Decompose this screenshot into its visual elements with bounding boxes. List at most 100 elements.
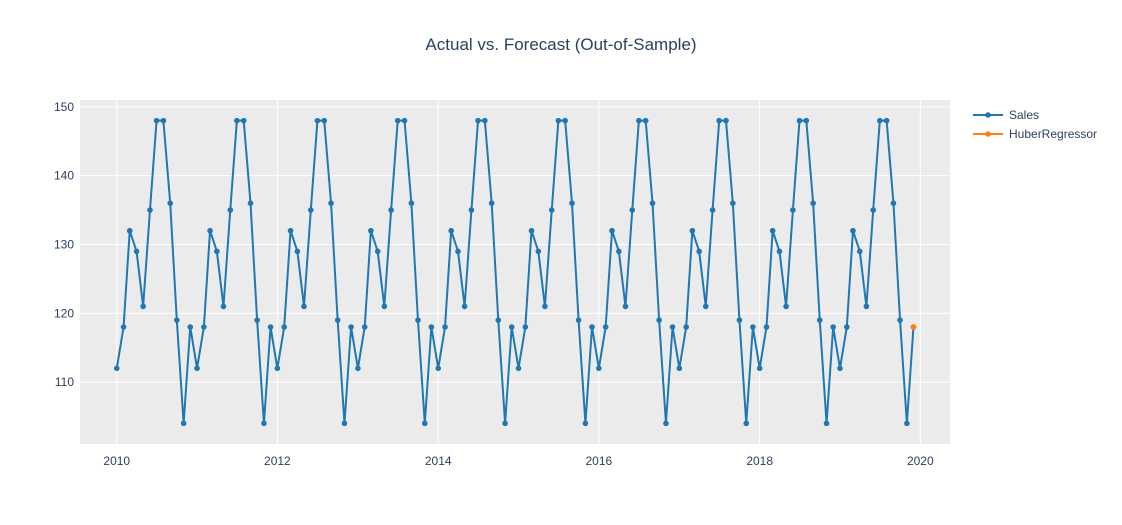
data-point[interactable] bbox=[709, 207, 716, 213]
data-point[interactable] bbox=[642, 117, 649, 124]
data-point[interactable] bbox=[783, 303, 789, 310]
data-point[interactable] bbox=[756, 365, 763, 372]
data-point[interactable] bbox=[663, 420, 669, 427]
data-point[interactable] bbox=[394, 117, 401, 124]
data-point[interactable] bbox=[361, 324, 368, 330]
data-point[interactable] bbox=[207, 227, 213, 234]
data-point[interactable] bbox=[401, 117, 408, 124]
data-point[interactable] bbox=[308, 207, 314, 213]
data-point[interactable] bbox=[823, 420, 830, 427]
data-point[interactable] bbox=[790, 207, 796, 213]
data-point[interactable] bbox=[461, 303, 468, 310]
data-point[interactable] bbox=[743, 420, 750, 427]
data-point[interactable] bbox=[126, 227, 133, 234]
data-point[interactable] bbox=[656, 317, 662, 323]
data-point[interactable] bbox=[683, 324, 689, 330]
data-point[interactable] bbox=[850, 227, 856, 234]
data-point[interactable] bbox=[408, 200, 415, 206]
data-point[interactable] bbox=[421, 420, 428, 427]
data-point[interactable] bbox=[428, 324, 435, 330]
data-point[interactable] bbox=[837, 365, 843, 372]
data-point[interactable] bbox=[730, 200, 736, 206]
data-point[interactable] bbox=[649, 200, 656, 206]
data-point[interactable] bbox=[582, 420, 589, 427]
data-point[interactable] bbox=[810, 200, 816, 206]
data-point[interactable] bbox=[562, 117, 568, 124]
data-point[interactable] bbox=[890, 200, 897, 206]
data-point[interactable] bbox=[528, 227, 535, 234]
data-point[interactable] bbox=[569, 200, 575, 206]
data-point[interactable] bbox=[596, 365, 602, 372]
data-point[interactable] bbox=[750, 324, 756, 330]
data-point[interactable] bbox=[415, 317, 421, 323]
data-point[interactable] bbox=[153, 117, 160, 124]
data-point[interactable] bbox=[548, 207, 555, 213]
data-point[interactable] bbox=[287, 227, 294, 234]
data-point[interactable] bbox=[261, 420, 267, 427]
data-point[interactable] bbox=[160, 117, 167, 124]
data-point[interactable] bbox=[442, 324, 448, 330]
data-point[interactable] bbox=[883, 117, 890, 124]
data-point[interactable] bbox=[669, 324, 676, 330]
data-point[interactable] bbox=[274, 365, 281, 372]
data-point[interactable] bbox=[897, 317, 903, 323]
data-point[interactable] bbox=[910, 324, 917, 330]
data-point[interactable] bbox=[187, 324, 194, 330]
data-point[interactable] bbox=[140, 303, 146, 310]
data-point[interactable] bbox=[575, 317, 582, 323]
data-point[interactable] bbox=[468, 207, 475, 213]
data-point[interactable] bbox=[555, 117, 562, 124]
data-point[interactable] bbox=[240, 117, 247, 124]
data-point[interactable] bbox=[180, 420, 187, 427]
data-point[interactable] bbox=[863, 303, 870, 310]
data-point[interactable] bbox=[856, 248, 863, 255]
data-point[interactable] bbox=[723, 117, 729, 124]
data-point[interactable] bbox=[254, 317, 260, 323]
data-point[interactable] bbox=[502, 420, 508, 427]
data-point[interactable] bbox=[844, 324, 850, 330]
data-point[interactable] bbox=[696, 248, 702, 255]
data-point[interactable] bbox=[321, 117, 328, 124]
data-point[interactable] bbox=[904, 420, 910, 427]
data-point[interactable] bbox=[495, 317, 502, 323]
data-point[interactable] bbox=[368, 227, 374, 234]
legend-item-huberregressor[interactable]: HuberRegressor bbox=[973, 127, 1097, 141]
data-point[interactable] bbox=[877, 117, 883, 124]
data-point[interactable] bbox=[816, 317, 823, 323]
data-point[interactable] bbox=[830, 324, 836, 330]
data-point[interactable] bbox=[133, 248, 140, 255]
data-point[interactable] bbox=[769, 227, 776, 234]
data-point[interactable] bbox=[515, 365, 522, 372]
data-point[interactable] bbox=[629, 207, 636, 213]
data-point[interactable] bbox=[763, 324, 770, 330]
data-point[interactable] bbox=[267, 324, 274, 330]
data-point[interactable] bbox=[870, 207, 877, 213]
data-point[interactable] bbox=[609, 227, 615, 234]
data-point[interactable] bbox=[301, 303, 307, 310]
data-point[interactable] bbox=[622, 303, 629, 310]
data-point[interactable] bbox=[328, 200, 334, 206]
data-point[interactable] bbox=[636, 117, 642, 124]
data-point[interactable] bbox=[214, 248, 220, 255]
data-point[interactable] bbox=[355, 365, 361, 372]
data-point[interactable] bbox=[294, 248, 301, 255]
data-point[interactable] bbox=[281, 324, 287, 330]
data-point[interactable] bbox=[334, 317, 341, 323]
data-point[interactable] bbox=[616, 248, 622, 255]
data-point[interactable] bbox=[220, 303, 227, 310]
data-point[interactable] bbox=[435, 365, 442, 372]
data-point[interactable] bbox=[448, 227, 454, 234]
legend-item-sales[interactable]: Sales bbox=[973, 108, 1039, 122]
data-point[interactable] bbox=[174, 317, 180, 323]
data-point[interactable] bbox=[147, 207, 153, 213]
data-point[interactable] bbox=[488, 200, 495, 206]
data-point[interactable] bbox=[676, 365, 683, 372]
data-point[interactable] bbox=[542, 303, 548, 310]
data-point[interactable] bbox=[716, 117, 722, 124]
data-point[interactable] bbox=[796, 117, 803, 124]
data-point[interactable] bbox=[702, 303, 709, 310]
data-point[interactable] bbox=[120, 324, 127, 330]
data-point[interactable] bbox=[736, 317, 743, 323]
data-point[interactable] bbox=[381, 303, 388, 310]
data-point[interactable] bbox=[314, 117, 321, 124]
